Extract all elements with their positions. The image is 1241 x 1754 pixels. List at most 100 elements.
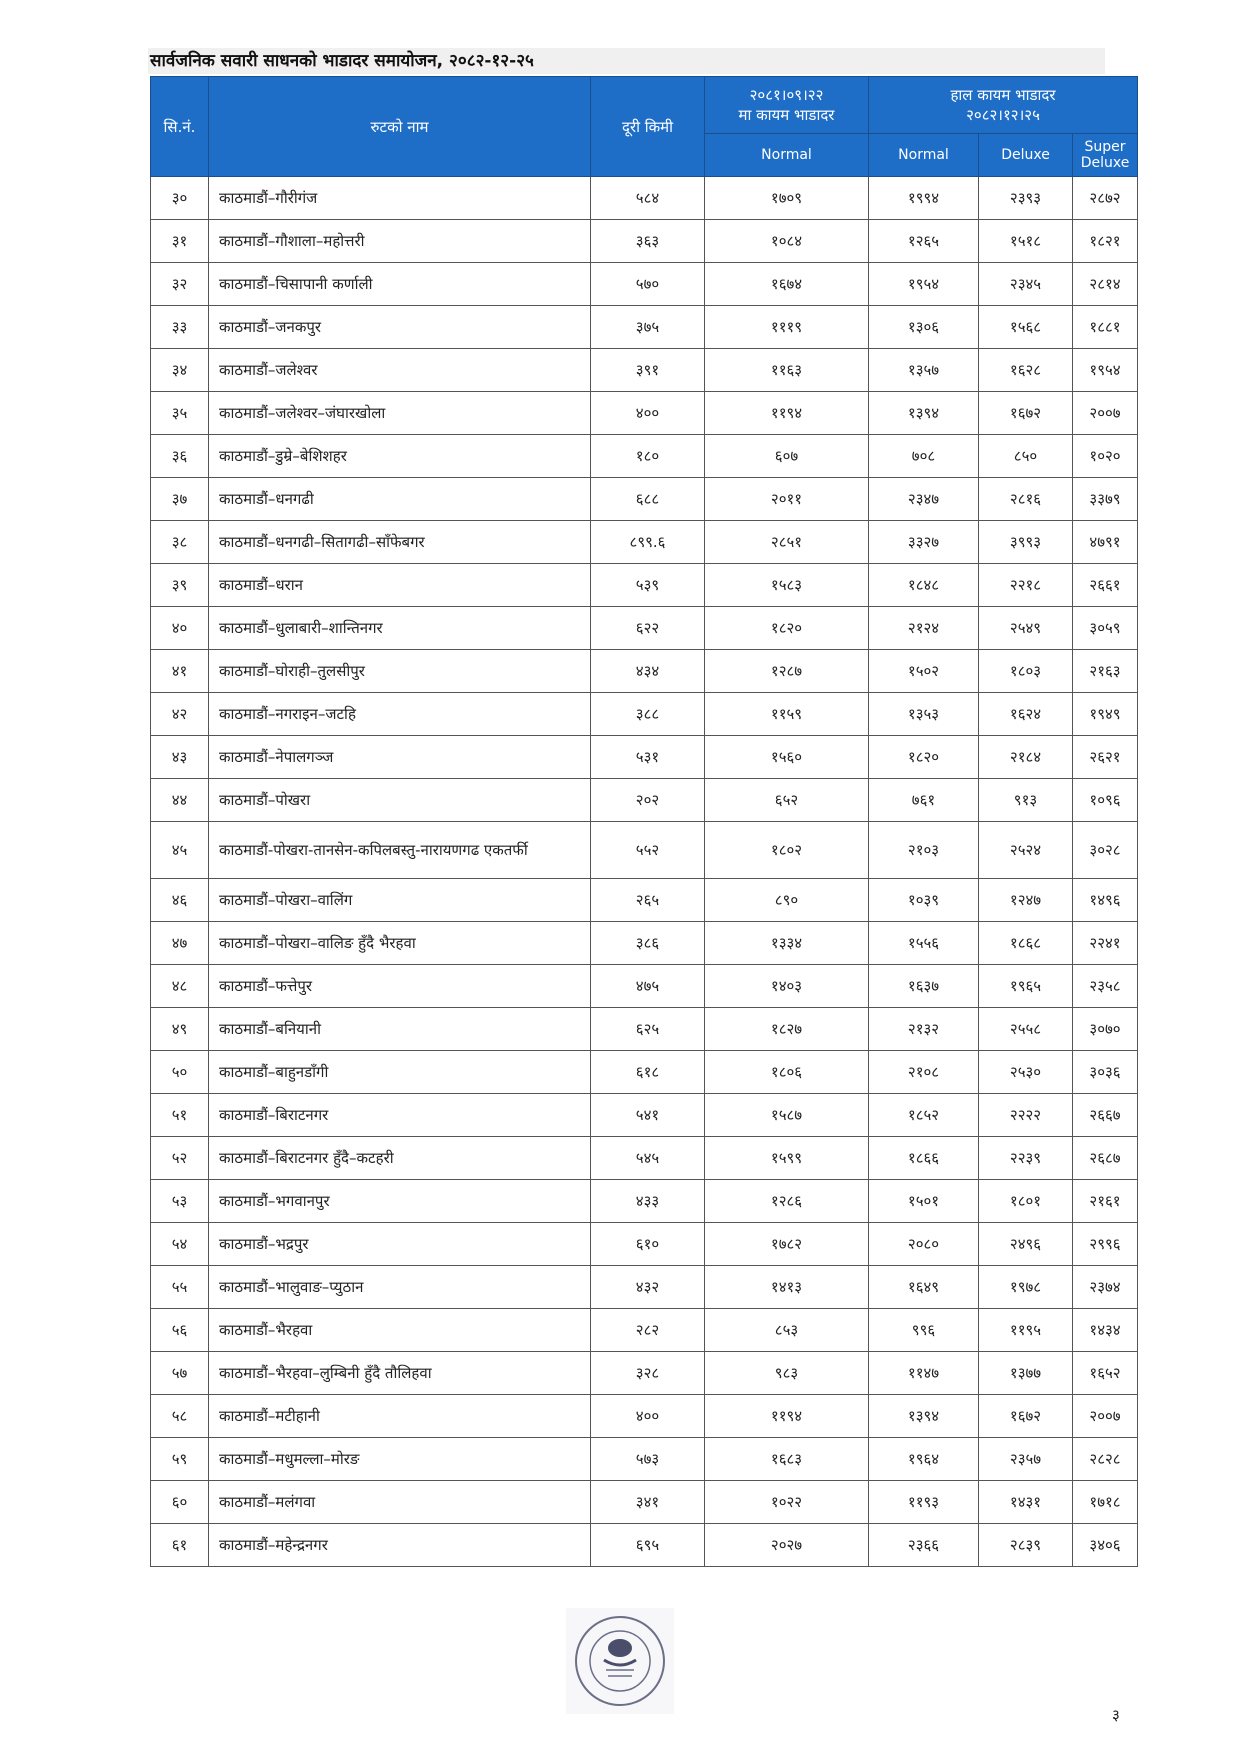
route-cell: काठमाडौं-पोखरा-तानसेन-कपिलबस्तु-नारायणगढ… [208, 821, 591, 879]
super-deluxe-cell: १७१८ [1072, 1480, 1138, 1524]
old-rate-label: मा कायम भाडादर [738, 106, 835, 124]
table-row: ४६ काठमाडौं–पोखरा–वालिंग २६५ ८९० १०३९ १२४७ १४९… [150, 878, 1138, 922]
normal-cell: ३३२७ [868, 520, 979, 564]
header-super-deluxe: Super Deluxe [1072, 133, 1138, 177]
normal-cell: १८६६ [868, 1136, 979, 1180]
table-row: ४० काठमाडौं–धुलाबारी–शान्तिनगर ६२२ १८२० २१२४… [150, 606, 1138, 650]
deluxe-cell: २४९६ [978, 1222, 1073, 1266]
route-cell: काठमाडौं–डुम्रे–बेशिशहर [208, 434, 591, 478]
table-row: ३९ काठमाडौं–धरान ५३९ १५८३ १८४८ २२१८ २६६१ [150, 563, 1138, 607]
deluxe-cell: ९१३ [978, 778, 1073, 822]
sn-cell: ३० [150, 176, 209, 220]
route-cell: काठमाडौं–बिराटनगर [208, 1093, 591, 1137]
sn-cell: ३४ [150, 348, 209, 392]
old-normal-cell: १५९९ [704, 1136, 869, 1180]
sn-cell: ४१ [150, 649, 209, 693]
normal-cell: १३५३ [868, 692, 979, 736]
normal-cell: २३६६ [868, 1523, 979, 1567]
deluxe-cell: २२२२ [978, 1093, 1073, 1137]
normal-cell: १०३९ [868, 878, 979, 922]
super-deluxe-cell: १०९६ [1072, 778, 1138, 822]
super-deluxe-cell: २१६१ [1072, 1179, 1138, 1223]
route-cell: काठमाडौं–भगवानपुर [208, 1179, 591, 1223]
table-row: ५८ काठमाडौं–मटीहानी ४०० ११९४ १३९४ १६७२ २००७ [150, 1394, 1138, 1438]
old-normal-cell: १७८२ [704, 1222, 869, 1266]
old-normal-cell: ११९४ [704, 1394, 869, 1438]
deluxe-cell: १६७२ [978, 391, 1073, 435]
super-deluxe-cell: २८२८ [1072, 1437, 1138, 1481]
normal-cell: ११९३ [868, 1480, 979, 1524]
super-deluxe-cell: २६२१ [1072, 735, 1138, 779]
deluxe-cell: २५४९ [978, 606, 1073, 650]
distance-cell: ८९९.६ [590, 520, 705, 564]
super-deluxe-cell: ३०५९ [1072, 606, 1138, 650]
distance-cell: ६८८ [590, 477, 705, 521]
super-deluxe-cell: १०२० [1072, 434, 1138, 478]
sn-cell: ५२ [150, 1136, 209, 1180]
super-deluxe-cell: २८७२ [1072, 176, 1138, 220]
old-normal-cell: १८२७ [704, 1007, 869, 1051]
sn-cell: ५७ [150, 1351, 209, 1395]
header-normal: Normal [868, 133, 979, 177]
distance-cell: ४३३ [590, 1179, 705, 1223]
sn-cell: ४९ [150, 1007, 209, 1051]
route-cell: काठमाडौं–घोराही–तुलसीपुर [208, 649, 591, 693]
old-normal-cell: १०८४ [704, 219, 869, 263]
super-deluxe-cell: २८१४ [1072, 262, 1138, 306]
table-row: ४७ काठमाडौं–पोखरा–वालिङ हुँदै भैरहवा ३८६ १३… [150, 921, 1138, 965]
super-deluxe-cell: १४३४ [1072, 1308, 1138, 1352]
route-cell: काठमाडौं–जलेश्वर [208, 348, 591, 392]
deluxe-cell: २३९३ [978, 176, 1073, 220]
super-deluxe-cell: १८२१ [1072, 219, 1138, 263]
table-row: ४३ काठमाडौं–नेपालगञ्ज ५३१ १५६० १८२० २१८४ २६२१ [150, 735, 1138, 779]
normal-cell: १३९४ [868, 391, 979, 435]
route-cell: काठमाडौं–धुलाबारी–शान्तिनगर [208, 606, 591, 650]
sn-cell: ४३ [150, 735, 209, 779]
deluxe-cell: २१८४ [978, 735, 1073, 779]
table-row: ३४ काठमाडौं–जलेश्वर ३९१ ११६३ १३५७ १६२८ १९५४ [150, 348, 1138, 392]
table-row: ४४ काठमाडौं–पोखरा २०२ ६५२ ७६१ ९१३ १०९६ [150, 778, 1138, 822]
normal-cell: २१३२ [868, 1007, 979, 1051]
sn-cell: ३६ [150, 434, 209, 478]
super-deluxe-cell: ३०३६ [1072, 1050, 1138, 1094]
old-normal-cell: २०११ [704, 477, 869, 521]
distance-cell: ६२५ [590, 1007, 705, 1051]
route-cell: काठमाडौं–धनगढी–सितागढी–साँफेबगर [208, 520, 591, 564]
distance-cell: ५३१ [590, 735, 705, 779]
official-seal [566, 1608, 674, 1714]
table-row: ५१ काठमाडौं–बिराटनगर ५४१ १५८७ १८५२ २२२२ २६६७ [150, 1093, 1138, 1137]
normal-cell: १६३७ [868, 964, 979, 1008]
route-cell: काठमाडौं–बिराटनगर हुँदै–कटहरी [208, 1136, 591, 1180]
distance-cell: ५५२ [590, 821, 705, 879]
table-row: ३७ काठमाडौं–धनगढी ६८८ २०११ २३४७ २८१६ ३३७९ [150, 477, 1138, 521]
deluxe-cell: १८०३ [978, 649, 1073, 693]
route-cell: काठमाडौं–चिसापानी कर्णाली [208, 262, 591, 306]
route-cell: काठमाडौं–पोखरा [208, 778, 591, 822]
header-deluxe: Deluxe [978, 133, 1073, 177]
deluxe-cell: ११९५ [978, 1308, 1073, 1352]
route-cell: काठमाडौं–भैरहवा [208, 1308, 591, 1352]
deluxe-cell: २८१६ [978, 477, 1073, 521]
normal-cell: १५५६ [868, 921, 979, 965]
deluxe-cell: १५६८ [978, 305, 1073, 349]
super-deluxe-cell: १६५२ [1072, 1351, 1138, 1395]
sn-cell: ५१ [150, 1093, 209, 1137]
sn-cell: ५४ [150, 1222, 209, 1266]
deluxe-cell: १९६५ [978, 964, 1073, 1008]
table-row: ६१ काठमाडौं–महेन्द्रनगर ६९५ २०२७ २३६६ २८३९ ३४०… [150, 1523, 1138, 1567]
super-deluxe-cell: २९९६ [1072, 1222, 1138, 1266]
normal-cell: १६४९ [868, 1265, 979, 1309]
deluxe-cell: १२४७ [978, 878, 1073, 922]
deluxe-cell: २५३० [978, 1050, 1073, 1094]
sn-cell: ३८ [150, 520, 209, 564]
distance-cell: २८२ [590, 1308, 705, 1352]
page-number: ३ [1112, 1706, 1120, 1724]
deluxe-cell: २८३९ [978, 1523, 1073, 1567]
deluxe-cell: २५२४ [978, 821, 1073, 879]
distance-cell: ४३४ [590, 649, 705, 693]
sn-cell: ५९ [150, 1437, 209, 1481]
normal-cell: १९६४ [868, 1437, 979, 1481]
old-normal-cell: १६८३ [704, 1437, 869, 1481]
header-old-normal: Normal [704, 133, 869, 177]
super-deluxe-cell: १९४९ [1072, 692, 1138, 736]
